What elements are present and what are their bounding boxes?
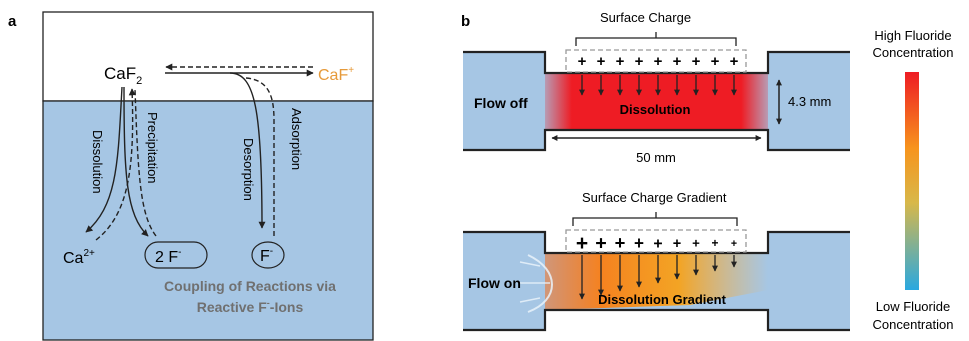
surface-charge-bracket [575,32,737,46]
colorbar-high-line2: Concentration [873,45,954,60]
surface-charge-gradient-bracket [572,212,738,226]
channel-bottom-wall [463,128,850,152]
crystal-region [42,11,374,102]
height-dimension-label: 4.3 mm [788,94,831,109]
colorbar-low-line1: Low Fluoride [876,299,950,314]
colorbar-low-line2: Concentration [873,317,954,332]
length-dimension-label: 50 mm [636,150,676,165]
precipitation-arrow-calcium [95,88,136,241]
surface-charge-plus: + [692,53,701,70]
surface-charge-plus: + [673,53,682,70]
coupling-caption-line1: Coupling of Reactions via [164,278,336,294]
surface-charge-plus: + [730,53,739,70]
two-fluoride-ion-bubble [144,241,208,269]
solution-region [42,100,374,341]
desorption-label: Desorption [241,138,256,201]
surface-charge-gradient-plus: + [712,236,719,250]
channel-top-wall-flow [463,230,850,255]
surface-charges: + + + + + + + + + [578,53,739,70]
fluoride-ion-label: F- [260,246,273,265]
surface-charge-gradient-plus: + [634,234,644,253]
surface-charge-plus: + [597,53,606,70]
surface-charge-gradient-plus: + [731,238,737,250]
colorbar-high-line1: High Fluoride [874,28,951,43]
fluoride-ion-bubble [251,241,285,269]
coupling-caption-line2: Reactive F--Ions [197,298,304,315]
panel-a: a CaF2 CaF+ Dissolution Precipitation De… [8,11,374,341]
flow-off-label: Flow off [474,95,528,111]
panel-b: b Surface Charge + + + + + + + + + Dissolution F… [461,10,953,332]
surface-charge-plus: + [616,53,625,70]
adsorption-label: Adsorption [289,108,304,170]
dissolution-arrows [579,75,737,96]
desorption-arrow [229,72,266,229]
surface-charge-box [565,49,747,73]
dissolution-gradient-label: Dissolution Gradient [598,292,727,307]
flow-on-label: Flow on [468,275,521,291]
dissolution-arrow-calcium [85,86,123,233]
adsorption-arrow [245,77,275,236]
surface-charge-gradient-plus: + [595,233,607,255]
precipitation-arrow-fluoride [134,88,157,237]
channel-flow-on: Surface Charge Gradient + + + + + + + + + Dissol… [463,190,850,332]
two-fluoride-ion-label: 2 F- [155,247,181,266]
dissolution-label: Dissolution [90,130,105,194]
surface-charge-plus: + [635,53,644,70]
surface-charge-gradient-plus: + [692,236,700,251]
dissolution-zone-label: Dissolution [620,102,691,117]
dissolution-gradient-arrows [579,255,737,300]
channel-flow-off: Surface Charge + + + + + + + + + Dissolution Flo… [463,10,850,165]
surface-charge-gradient-plus: + [653,235,662,252]
flow-profile-lines [519,261,550,303]
surface-charge-gradient-label: Surface Charge Gradient [582,190,727,205]
surface-charge-plus: + [711,53,720,70]
panel-a-label: a [8,13,17,30]
channel-bottom-wall-flow [463,308,850,332]
colorbar-gradient [905,72,919,290]
panel-b-label: b [461,13,470,30]
channel-top-wall [463,50,850,75]
surface-ion-label: CaF+ [318,65,354,84]
calcium-ion-label: Ca2+ [63,248,95,267]
crystal-formula: CaF2 [104,64,142,87]
surface-charge-label: Surface Charge [600,10,691,25]
surface-charge-gradient-plus: + [615,232,626,253]
surface-charge-gradient-box [565,229,747,253]
surface-charges-gradient: + + + + + + + + + [576,232,737,255]
fluoride-colorbar: High Fluoride Concentration Low Fluoride… [873,28,954,332]
surface-charge-plus: + [578,53,587,70]
precipitation-label: Precipitation [145,112,160,184]
dissolution-arrow-fluoride [123,86,149,237]
surface-charge-plus: + [654,53,663,70]
surface-charge-gradient-plus: + [673,236,681,252]
flow-profile-curve [527,254,553,313]
surface-charge-gradient-plus: + [576,232,588,255]
